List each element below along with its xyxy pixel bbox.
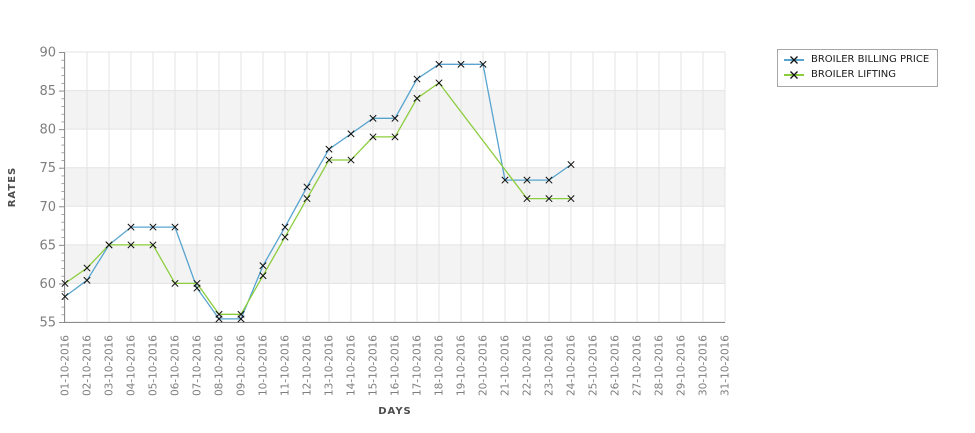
x-tick-label: 30-10-2016	[698, 335, 710, 396]
legend-line-marker-icon	[784, 71, 804, 79]
x-tick-label: 12-10-2016	[302, 335, 314, 396]
x-tick-label: 24-10-2016	[566, 335, 578, 396]
x-tick-label: 29-10-2016	[676, 335, 688, 396]
x-tick-label: 31-10-2016	[720, 335, 732, 396]
x-tick-label: 07-10-2016	[192, 335, 204, 396]
x-tick-label: 22-10-2016	[522, 335, 534, 396]
legend-item-broiler-lifting[interactable]: BROILER LIFTING	[783, 68, 929, 82]
legend: BROILER BILLING PRICE BROILER LIFTING	[777, 49, 939, 87]
x-tick-label: 08-10-2016	[214, 335, 226, 396]
x-tick-label: 14-10-2016	[346, 335, 358, 396]
x-tick-label: 19-10-2016	[456, 335, 468, 396]
y-tick-label: 75	[39, 161, 56, 176]
x-tick-label: 06-10-2016	[170, 335, 182, 396]
x-tick-label: 20-10-2016	[478, 335, 490, 396]
x-tick-label: 25-10-2016	[588, 335, 600, 396]
legend-label-broiler-lifting: BROILER LIFTING	[811, 69, 897, 80]
x-tick-label: 16-10-2016	[390, 335, 402, 396]
x-tick-label: 10-10-2016	[258, 335, 270, 396]
x-tick-label: 18-10-2016	[434, 335, 446, 396]
x-tick-label: 11-10-2016	[280, 335, 292, 396]
legend-line-marker-icon	[784, 56, 804, 64]
series-markers-broiler-lifting	[61, 79, 575, 318]
y-axis-title: RATES	[7, 167, 18, 208]
y-tick-label: 55	[39, 316, 56, 331]
x-tick-label: 13-10-2016	[324, 335, 336, 396]
legend-label-broiler-billing-price: BROILER BILLING PRICE	[811, 54, 930, 65]
x-tick-label: 15-10-2016	[368, 335, 380, 396]
y-tick-label: 70	[39, 200, 56, 215]
y-tick-label: 65	[39, 238, 56, 253]
y-tick-label: 90	[39, 46, 56, 61]
y-tick-label: 60	[39, 277, 56, 292]
x-tick-label: 02-10-2016	[82, 335, 94, 396]
x-tick-label: 28-10-2016	[654, 335, 666, 396]
y-tick-label: 80	[39, 123, 56, 138]
x-tick-label: 03-10-2016	[104, 335, 116, 396]
x-tick-label: 09-10-2016	[236, 335, 248, 396]
x-tick-label: 23-10-2016	[544, 335, 556, 396]
series-line-broiler-billing-price	[64, 63, 572, 320]
x-tick-label: 01-10-2016	[60, 335, 72, 396]
legend-item-broiler-billing-price[interactable]: BROILER BILLING PRICE	[783, 53, 929, 67]
x-tick-label: 04-10-2016	[126, 335, 138, 396]
x-tick-label: 17-10-2016	[412, 335, 424, 396]
x-tick-label: 05-10-2016	[148, 335, 160, 396]
y-tick-label: 85	[39, 84, 56, 99]
x-tick-label: 21-10-2016	[500, 335, 512, 396]
x-axis-title: DAYS	[378, 406, 412, 417]
x-tick-label: 27-10-2016	[632, 335, 644, 396]
x-tick-label: 26-10-2016	[610, 335, 622, 396]
